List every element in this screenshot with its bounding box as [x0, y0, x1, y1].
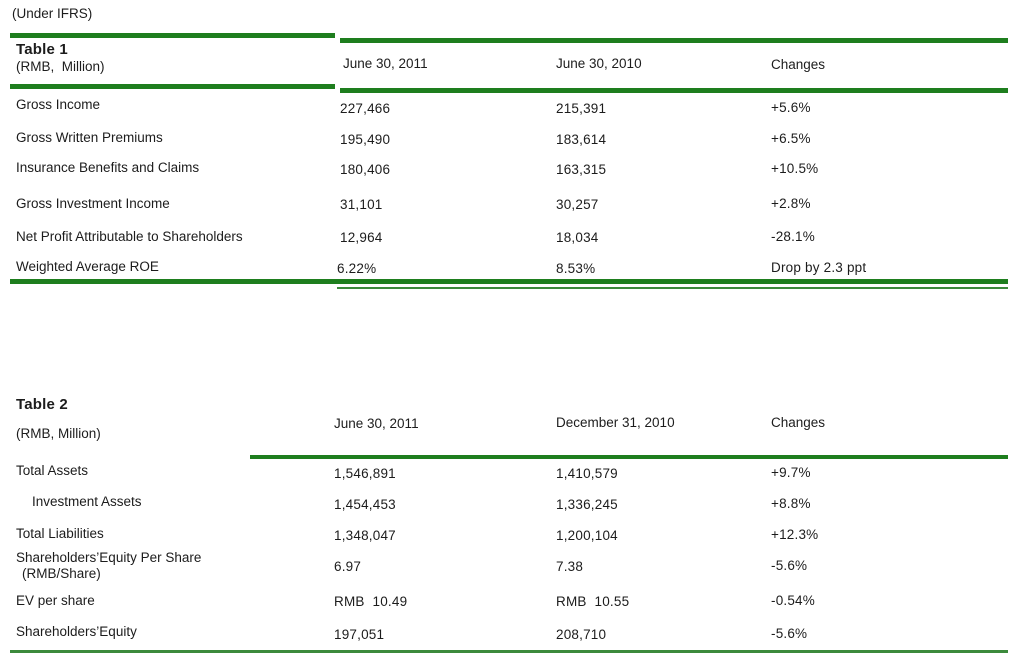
table2-cell: +9.7%	[771, 465, 811, 480]
table2-bottom-rule	[10, 650, 1008, 653]
table2-row-label: Total Assets	[16, 463, 89, 478]
table1-col-header-jun2010: June 30, 2010	[556, 56, 642, 71]
table1-cell: +10.5%	[771, 161, 819, 176]
table2-unit: (RMB, Million)	[16, 426, 101, 441]
table1-cell: 227,466	[340, 101, 391, 116]
table1-row-label: Net Profit Attributable to Shareholders	[16, 229, 243, 244]
table2-header-rule	[250, 455, 1008, 459]
table1-cell: 6.22%	[337, 261, 377, 276]
table2-cell: -5.6%	[771, 558, 808, 573]
table1-row-label: Gross Written Premiums	[16, 130, 163, 145]
table1-cell: 195,490	[340, 132, 391, 147]
table2-cell: +12.3%	[771, 527, 819, 542]
table1-cell: 8.53%	[556, 261, 596, 276]
table1-top-rule-right	[340, 38, 1008, 43]
table2-cell: +8.8%	[771, 496, 811, 511]
table1-bottom-rule	[10, 279, 1008, 284]
table1-cell: 183,614	[556, 132, 607, 147]
table2-row-label-indented: Investment Assets	[32, 494, 142, 509]
table1-cell: +6.5%	[771, 131, 811, 146]
table1-cell: 12,964	[340, 230, 383, 245]
table2-cell: 1,348,047	[334, 528, 396, 543]
table1-unit: (RMB, Million)	[16, 59, 105, 74]
table1-header-rule-left	[10, 84, 335, 89]
table2-cell: 197,051	[334, 627, 385, 642]
table2-col-header-jun2011: June 30, 2011	[334, 416, 419, 431]
table1-col-header-jun2011: June 30, 2011	[343, 56, 428, 71]
table2-row-sublabel: (RMB/Share)	[22, 566, 101, 581]
table2-cell: 1,546,891	[334, 466, 396, 481]
table1-row-label: Gross Income	[16, 97, 101, 112]
table1-bottom-thin-rule	[337, 287, 1008, 289]
table1-row-label: Insurance Benefits and Claims	[16, 160, 200, 175]
table2-cell: 208,710	[556, 627, 607, 642]
table2-row-label: Shareholders’Equity	[16, 624, 137, 639]
table1-cell: 30,257	[556, 197, 599, 212]
table2-cell: -0.54%	[771, 593, 815, 608]
table1-cell: -28.1%	[771, 229, 815, 244]
table1-row-label: Weighted Average ROE	[16, 259, 159, 274]
table2-cell: 1,200,104	[556, 528, 618, 543]
table1-cell: +5.6%	[771, 100, 811, 115]
table2-cell: 1,454,453	[334, 497, 396, 512]
table2-row-label: EV per share	[16, 593, 95, 608]
table2-title: Table 2	[16, 396, 68, 413]
table1-cell: 215,391	[556, 101, 607, 116]
table2-cell: 6.97	[334, 559, 362, 574]
table2-col-header-dec2010: December 31, 2010	[556, 415, 675, 430]
table2-row-label: Shareholders’Equity Per Share	[16, 550, 202, 565]
table2-cell: RMB 10.49	[334, 594, 408, 609]
table1-header-rule-right	[340, 88, 1008, 93]
table2-cell: RMB 10.55	[556, 594, 630, 609]
table1-cell: 18,034	[556, 230, 599, 245]
table1-top-rule-left	[10, 33, 335, 38]
table1-cell: 31,101	[340, 197, 383, 212]
table2-col-header-changes: Changes	[771, 415, 826, 430]
table1-cell: +2.8%	[771, 196, 811, 211]
table2-cell: -5.6%	[771, 626, 808, 641]
table2-cell: 1,336,245	[556, 497, 618, 512]
table1-cell: Drop by 2.3 ppt	[771, 260, 867, 275]
table1-col-header-changes: Changes	[771, 57, 826, 72]
table2-cell: 1,410,579	[556, 466, 618, 481]
ifrs-note: (Under IFRS)	[12, 6, 93, 21]
table1-title: Table 1	[16, 41, 68, 58]
table2-row-label: Total Liabilities	[16, 526, 104, 541]
table2-cell: 7.38	[556, 559, 584, 574]
table1-cell: 180,406	[340, 162, 391, 177]
table1-row-label: Gross Investment Income	[16, 196, 170, 211]
table1-cell: 163,315	[556, 162, 607, 177]
